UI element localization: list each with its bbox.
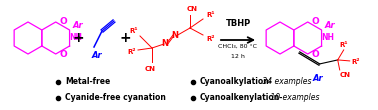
Text: R²: R² bbox=[206, 36, 214, 42]
Text: N: N bbox=[161, 39, 169, 49]
Text: Cyanoalkylation-: Cyanoalkylation- bbox=[200, 78, 273, 86]
Text: Ar: Ar bbox=[324, 21, 335, 30]
Text: O: O bbox=[311, 17, 319, 26]
Text: Ar: Ar bbox=[92, 50, 102, 60]
Text: NH: NH bbox=[69, 33, 82, 42]
Text: R²: R² bbox=[127, 49, 136, 55]
Text: CN: CN bbox=[144, 66, 155, 72]
Text: 12 h: 12 h bbox=[231, 54, 245, 60]
Text: +: + bbox=[119, 31, 131, 45]
Text: NH: NH bbox=[321, 33, 334, 42]
Text: CN: CN bbox=[186, 6, 197, 12]
Text: Ar: Ar bbox=[73, 21, 83, 30]
Text: R²: R² bbox=[352, 59, 360, 65]
Text: Cyanoalkenylation-: Cyanoalkenylation- bbox=[200, 94, 284, 103]
Text: 34 examples: 34 examples bbox=[260, 78, 311, 86]
Text: R¹: R¹ bbox=[340, 42, 348, 48]
Text: O: O bbox=[59, 50, 67, 59]
Text: CHCl₃, 80 °C: CHCl₃, 80 °C bbox=[218, 43, 257, 49]
Text: R¹: R¹ bbox=[206, 12, 214, 18]
Text: 10 examples: 10 examples bbox=[268, 94, 319, 103]
Text: O: O bbox=[311, 50, 319, 59]
Text: TBHP: TBHP bbox=[225, 19, 251, 28]
Text: Metal-free: Metal-free bbox=[65, 78, 110, 86]
Text: R¹: R¹ bbox=[130, 28, 138, 34]
Text: O: O bbox=[59, 17, 67, 26]
Text: CN: CN bbox=[340, 72, 351, 78]
Text: Ar: Ar bbox=[312, 74, 323, 83]
Text: +: + bbox=[72, 31, 84, 45]
Text: Cyanide-free cyanation: Cyanide-free cyanation bbox=[65, 94, 166, 103]
Text: N: N bbox=[172, 31, 178, 40]
